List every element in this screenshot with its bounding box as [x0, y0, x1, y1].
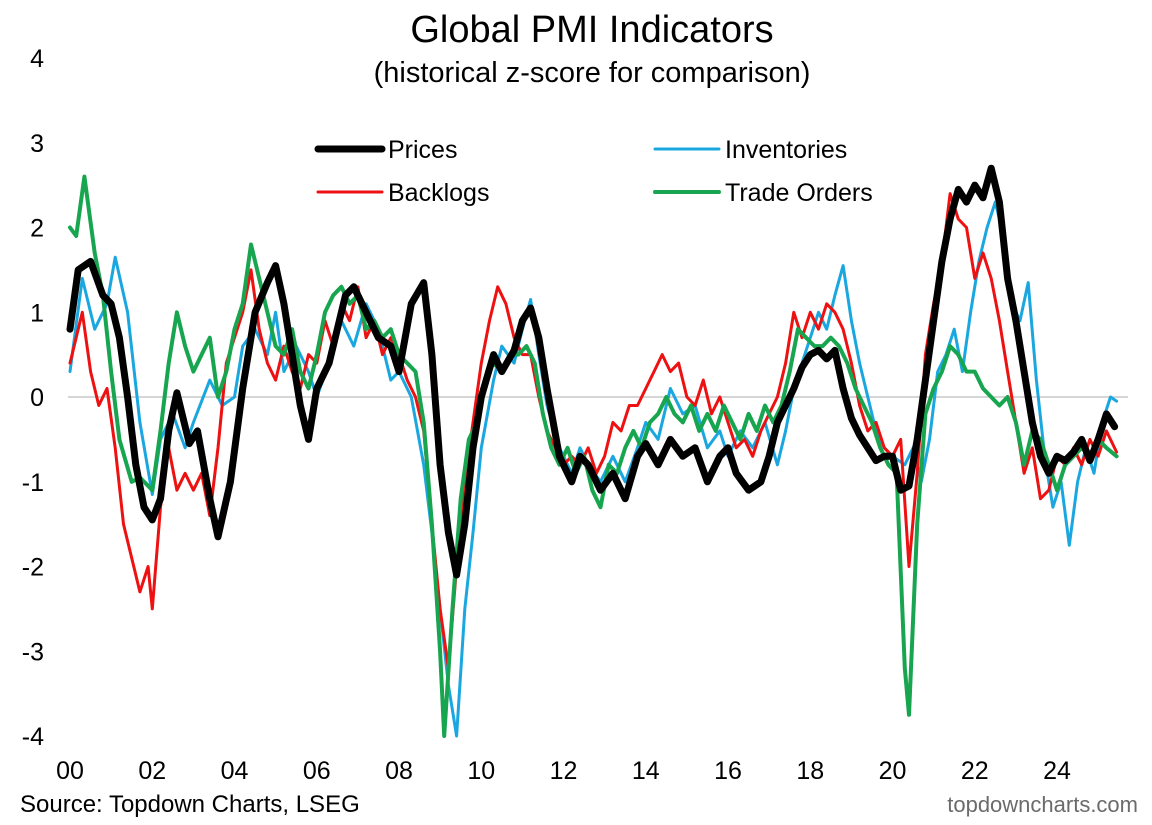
y-tick-label: -1: [22, 469, 44, 497]
series-line-backlogs: [68, 192, 1119, 670]
y-tick-label: -4: [22, 723, 44, 751]
x-tick-label: 10: [467, 757, 495, 785]
series-line-trade-orders: [68, 174, 1119, 738]
series-lines: [66, 164, 1119, 738]
x-tick-label: 24: [1043, 757, 1071, 785]
y-tick-label: 3: [30, 130, 44, 158]
legend-label-inventories: Inventories: [725, 136, 847, 164]
x-tick-label: 04: [221, 757, 249, 785]
legend: Prices Inventories Backlogs Trade Orders: [314, 136, 873, 207]
x-tick-label: 08: [385, 757, 413, 785]
x-tick-label: 16: [714, 757, 742, 785]
chart-subtitle: (historical z-score for comparison): [374, 57, 811, 89]
y-tick-label: 2: [30, 215, 44, 243]
x-tick-label: 18: [796, 757, 824, 785]
y-tick-label: -3: [22, 638, 44, 666]
legend-label-prices: Prices: [388, 136, 457, 164]
x-tick-label: 06: [303, 757, 331, 785]
y-tick-label: 4: [30, 45, 44, 73]
y-tick-label: 0: [30, 384, 44, 412]
source-note: Source: Topdown Charts, LSEG: [20, 791, 360, 818]
legend-label-backlogs: Backlogs: [388, 179, 489, 207]
x-tick-label: 02: [138, 757, 166, 785]
series-line-prices: [66, 164, 1119, 579]
x-tick-label: 20: [879, 757, 907, 785]
x-tick-label: 12: [550, 757, 578, 785]
x-tick-label: 00: [56, 757, 84, 785]
chart-title: Global PMI Indicators: [410, 9, 773, 51]
x-tick-label: 14: [632, 757, 660, 785]
x-tick-label: 22: [961, 757, 989, 785]
x-axis-ticks: 00 02 04 06 08 10 12 14 16 18 20 22 24: [56, 757, 1071, 785]
watermark: topdowncharts.com: [947, 792, 1138, 817]
y-tick-label: -2: [22, 554, 44, 582]
legend-label-trade-orders: Trade Orders: [725, 179, 873, 207]
y-axis-ticks: 4 3 2 1 0 -1 -2 -3 -4: [22, 45, 44, 751]
y-tick-label: 1: [30, 299, 44, 327]
